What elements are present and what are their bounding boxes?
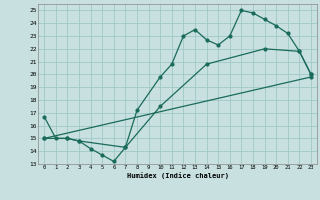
X-axis label: Humidex (Indice chaleur): Humidex (Indice chaleur) (127, 172, 228, 179)
